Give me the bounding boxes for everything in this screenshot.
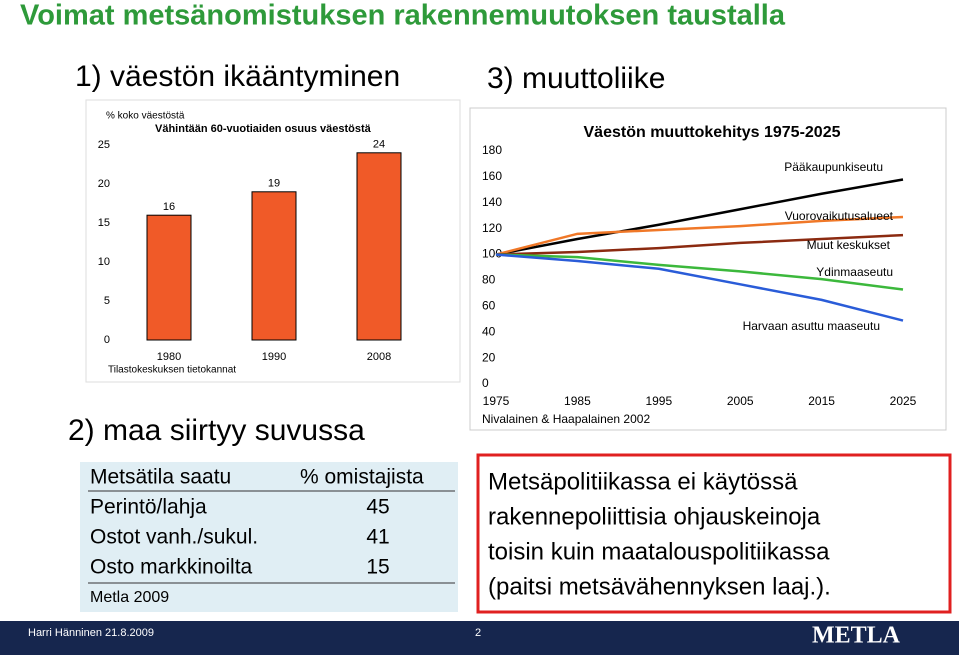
- y-tick-label: 0: [104, 334, 110, 346]
- footer-author: Harri Hänninen 21.8.2009: [28, 627, 154, 639]
- x-tick-label: 2008: [367, 351, 391, 363]
- series-label: Muut keskukset: [807, 238, 891, 252]
- bar: [146, 214, 192, 341]
- series-line: [495, 178, 904, 256]
- y-axis-label: % koko väestöstä: [106, 111, 185, 122]
- y-tick-label: 160: [482, 169, 502, 183]
- y-tick-label: 5: [104, 295, 110, 307]
- section-heading: 3) muuttoliike: [487, 62, 665, 95]
- series-line: [495, 253, 904, 291]
- bar: [356, 152, 402, 341]
- y-tick-label: 60: [482, 299, 496, 313]
- y-tick-label: 100: [482, 247, 502, 261]
- x-tick-label: 1990: [262, 351, 286, 363]
- y-tick-label: 140: [482, 195, 502, 209]
- callout-line: (paitsi metsävähennyksen laaj.).: [488, 573, 831, 600]
- y-tick-label: 0: [482, 376, 489, 390]
- series-label: Ydinmaaseutu: [816, 265, 893, 279]
- page-number: 2: [475, 627, 481, 639]
- bar: [251, 191, 297, 341]
- x-tick-label: 1995: [645, 394, 672, 408]
- callout-box: [476, 453, 952, 614]
- table-cell: 45: [366, 496, 389, 519]
- callout-line: toisin kuin maatalouspolitiikassa: [488, 538, 830, 565]
- x-tick-label: 2025: [890, 394, 917, 408]
- chart-title: Väestön muuttokehitys 1975-2025: [584, 124, 841, 141]
- series-line: [495, 233, 904, 256]
- chart-title: Vähintään 60-vuotiaiden osuus väestöstä: [155, 123, 372, 135]
- x-tick-label: 1975: [483, 394, 510, 408]
- y-tick-label: 10: [98, 256, 110, 268]
- table-cell: Perintö/lahja: [90, 496, 207, 519]
- y-tick-label: 20: [482, 350, 496, 364]
- y-tick-label: 40: [482, 324, 496, 338]
- table-cell: 41: [366, 526, 389, 549]
- y-tick-label: 180: [482, 143, 502, 157]
- chart-source: Nivalainen & Haapalainen 2002: [482, 412, 650, 426]
- y-tick-label: 15: [98, 217, 110, 229]
- y-tick-label: 25: [98, 139, 110, 151]
- footer-bar: [0, 621, 959, 655]
- table-cell: 15: [366, 556, 389, 579]
- table-box: [80, 462, 458, 612]
- series-label: Harvaan asuttu maaseutu: [743, 319, 880, 333]
- x-tick-label: 2005: [727, 394, 754, 408]
- value-label: 24: [373, 139, 385, 151]
- series-label: Pääkaupunkiseutu: [784, 160, 883, 174]
- table-cell: Osto markkinoilta: [90, 556, 253, 579]
- chart-source: Tilastokeskuksen tietokannat: [108, 365, 236, 376]
- value-label: 16: [163, 201, 175, 213]
- value-label: 19: [268, 178, 280, 190]
- y-tick-label: 120: [482, 221, 502, 235]
- x-tick-label: 1980: [157, 351, 181, 363]
- x-tick-label: 1985: [564, 394, 591, 408]
- table-cell: Ostot vanh./sukul.: [90, 526, 258, 549]
- y-tick-label: 80: [482, 273, 496, 287]
- series-label: Vuorovaikutusalueet: [785, 209, 894, 223]
- section-heading: 2) maa siirtyy suvussa: [68, 414, 365, 447]
- x-tick-label: 2015: [808, 394, 835, 408]
- slide-title: Voimat metsänomistuksen rakennemuutoksen…: [20, 0, 786, 32]
- logo: METLA: [812, 623, 901, 649]
- series-line: [495, 215, 904, 256]
- table-source: Metla 2009: [90, 589, 169, 606]
- table-header: % omistajista: [300, 466, 424, 489]
- callout-line: Metsäpolitiikassa ei käytössä: [488, 468, 798, 495]
- section-heading: 1) väestön ikääntyminen: [75, 60, 400, 93]
- series-line: [495, 253, 904, 322]
- y-tick-label: 20: [98, 178, 110, 190]
- table-header: Metsätila saatu: [90, 466, 231, 489]
- callout-line: rakennepoliittisia ohjauskeinoja: [488, 503, 821, 530]
